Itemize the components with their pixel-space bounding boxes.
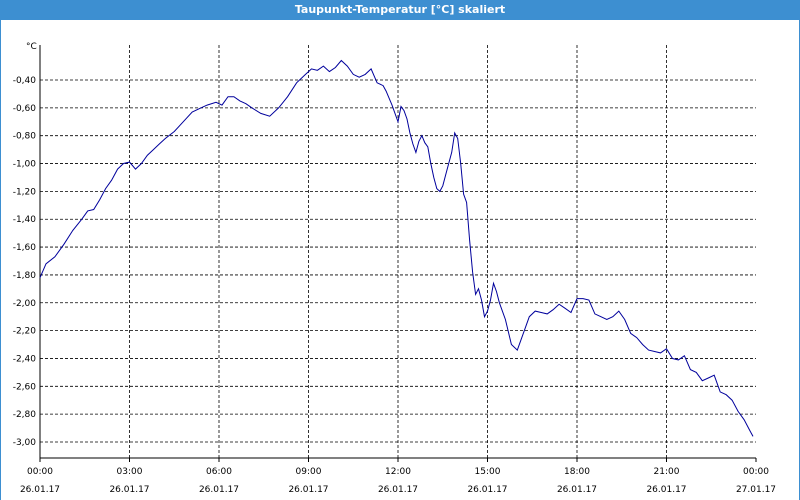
x-tick-date-label: 27.01.17 [736,485,776,495]
chart-grid [40,45,756,458]
y-tick-label: -3,00 [13,438,37,448]
x-tick-date-label: 26.01.17 [557,485,597,495]
y-tick-label: -0,80 [13,132,37,142]
x-tick-date-label: 26.01.17 [199,485,239,495]
y-tick-label: -2,60 [13,382,37,392]
dewpoint-series-line [39,59,754,437]
x-tick-date-label: 26.01.17 [467,485,507,495]
x-tick-date-label: 26.01.17 [288,485,328,495]
x-tick-time-label: 00:00 [27,467,53,477]
x-tick-time-label: 18:00 [564,467,590,477]
x-tick-time-label: 15:00 [475,467,501,477]
y-tick-label: -2,20 [13,327,37,337]
y-tick-label: -0,40 [13,76,37,86]
x-tick-time-label: 09:00 [296,467,322,477]
x-tick-date-label: 26.01.17 [109,485,149,495]
x-tick-time-label: 06:00 [206,467,232,477]
y-tick-label: -2,40 [13,354,37,364]
x-tick-time-label: 03:00 [117,467,143,477]
x-tick-date-label: 26.01.17 [20,485,60,495]
window-title: Taupunkt-Temperatur [°C] skaliert [0,0,800,20]
y-tick-label: -1,00 [13,160,37,170]
y-tick-label: -1,60 [13,243,37,253]
dewpoint-line-chart: -0,40 -0,60 -0,80 -1,00 -1,20 -1,40 -1,60 -1,80… [13,42,776,495]
window-border-left [0,20,1,500]
y-axis-ticks: -0,40 -0,60 -0,80 -1,00 -1,20 -1,40 -1,60 -1,80… [13,76,37,448]
y-tick-label: -1,80 [13,271,37,281]
x-tick-time-label: 21:00 [654,467,680,477]
x-axis-ticks: 00:00 26.01.17 03:00 26.01.17 06:00 26.01.17 0… [20,458,776,495]
y-tick-label: -0,60 [13,104,37,114]
y-tick-label: -2,00 [13,299,37,309]
x-tick-time-label: 00:00 [743,467,769,477]
x-tick-date-label: 26.01.17 [378,485,418,495]
y-axis-unit-label: °C [26,42,37,52]
y-tick-label: -1,20 [13,187,37,197]
y-tick-label: -2,80 [13,410,37,420]
y-tick-label: -1,40 [13,215,37,225]
x-tick-time-label: 12:00 [385,467,411,477]
x-tick-date-label: 26.01.17 [646,485,686,495]
